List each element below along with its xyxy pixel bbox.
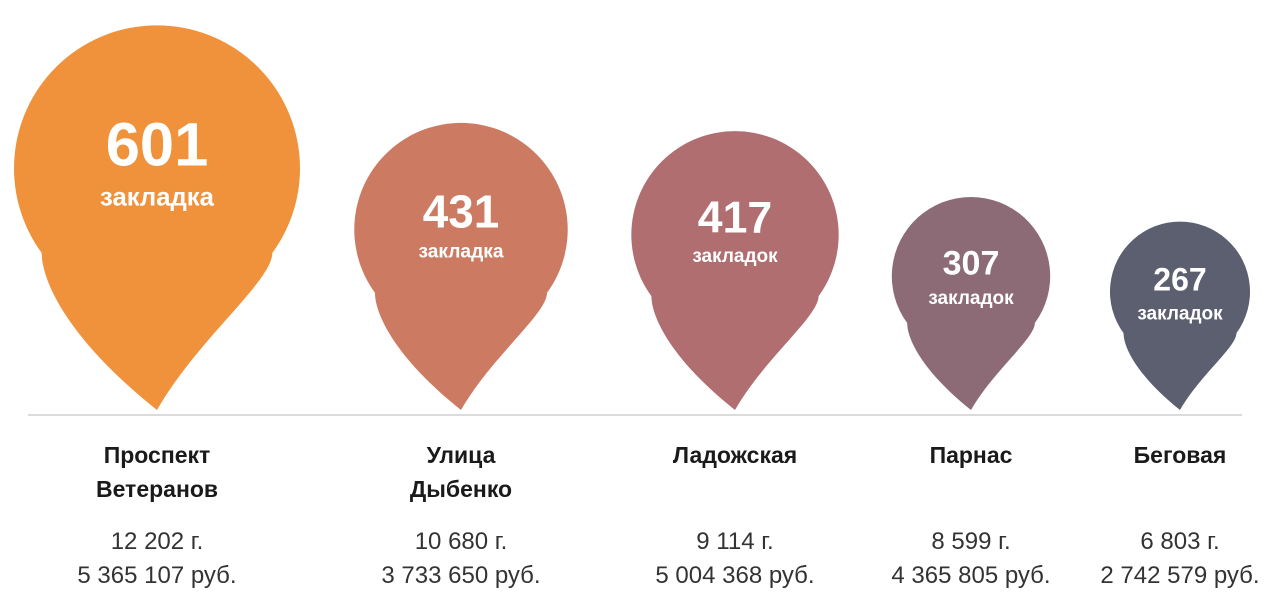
station-name-line: Проспект: [104, 442, 211, 468]
station-weight: 8 599 г.: [931, 528, 1010, 555]
pin-unit-label: закладок: [1137, 304, 1223, 325]
station-name-line: Улица: [427, 442, 496, 468]
station-weight: 9 114 г.: [696, 528, 773, 555]
pin-unit-label: закладок: [928, 288, 1014, 309]
labels-group: Проспект Ветеранов 12 202 г. 5 365 107 руб.…: [77, 442, 1259, 589]
pin-count-label: 417: [698, 194, 772, 243]
pin-marker: [1109, 221, 1251, 410]
station-name-line: Дыбенко: [410, 476, 512, 502]
pin-marker: [631, 131, 839, 410]
station-weight: 6 803 г.: [1140, 528, 1219, 555]
station-amount: 5 004 368 руб.: [655, 562, 814, 589]
pins-group: 601 закладка 431 закладка 417 закладок 307 закл…: [14, 25, 1251, 410]
station-name-line: Ладожская: [673, 442, 797, 468]
pin-marker: [14, 25, 301, 410]
station-weight: 10 680 г.: [415, 528, 508, 555]
pin-marker: [891, 197, 1051, 410]
station-weight: 12 202 г.: [111, 528, 204, 555]
pin-marker: [354, 122, 568, 410]
station-amount: 3 733 650 руб.: [381, 562, 540, 589]
pin-unit-label: закладка: [418, 241, 503, 262]
station-amount: 4 365 805 руб.: [891, 562, 1050, 589]
pin-count-label: 267: [1153, 261, 1206, 297]
station-amount: 5 365 107 руб.: [77, 562, 236, 589]
pin-count-label: 601: [106, 110, 209, 179]
pin-unit-label: закладок: [692, 246, 778, 267]
station-name-line: Парнас: [930, 442, 1013, 468]
station-name-line: Беговая: [1134, 442, 1227, 468]
station-amount: 2 742 579 руб.: [1100, 562, 1259, 589]
station-name-line: Ветеранов: [96, 476, 218, 502]
pin-unit-label: закладка: [100, 183, 215, 211]
pin-count-label: 307: [943, 245, 1000, 283]
pin-count-label: 431: [423, 186, 500, 238]
